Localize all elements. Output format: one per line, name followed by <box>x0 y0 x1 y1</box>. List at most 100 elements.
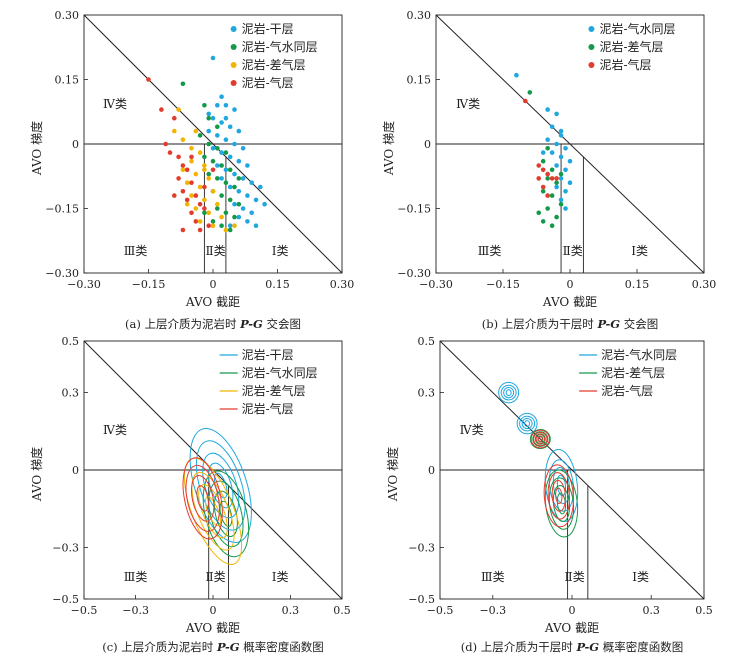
legend-marker <box>230 80 237 86</box>
data-point <box>258 184 263 190</box>
data-point <box>554 184 559 190</box>
contour-line <box>202 470 250 558</box>
data-point <box>558 197 564 203</box>
data-point <box>202 103 207 108</box>
x-tick-label: −0.30 <box>67 278 101 291</box>
data-point <box>193 171 199 177</box>
data-point <box>227 223 233 228</box>
class-ii-label: Ⅱ类 <box>205 570 225 584</box>
data-point <box>202 206 207 211</box>
data-point <box>536 176 542 181</box>
x-tick-label: 0 <box>210 604 217 617</box>
data-point <box>215 146 220 151</box>
x-tick-label: 0.5 <box>695 604 713 617</box>
data-point <box>223 180 229 185</box>
contour-line <box>530 429 550 449</box>
y-tick-label: 0.5 <box>418 335 436 348</box>
data-point <box>227 154 233 160</box>
series-泥岩-干层 <box>189 427 252 543</box>
contour-line <box>534 433 546 445</box>
data-point <box>215 103 220 108</box>
class-i-label: Ⅰ类 <box>272 244 289 258</box>
x-tick-label: 0.30 <box>330 278 355 291</box>
contour-line <box>191 472 235 551</box>
data-point <box>210 167 216 173</box>
legend-label: 泥岩-差气层 <box>601 365 665 380</box>
data-point <box>219 150 224 155</box>
data-point <box>545 107 550 112</box>
panel-caption: (c) 上层介质为泥岩时 P-G 概率密度函数图 <box>102 640 324 654</box>
legend-marker <box>588 44 595 50</box>
data-point <box>236 214 242 220</box>
data-point <box>558 133 564 138</box>
legend-label: 泥岩-气水同层 <box>599 21 675 36</box>
data-point <box>219 94 224 99</box>
y-tick-label: −0.3 <box>408 541 435 554</box>
data-point <box>227 197 233 203</box>
data-point <box>223 167 229 173</box>
data-point <box>219 223 224 228</box>
series-泥岩-气水同层 <box>498 381 579 522</box>
data-point <box>554 176 559 181</box>
data-point <box>189 193 194 198</box>
data-point <box>206 115 211 121</box>
data-point <box>249 210 254 216</box>
contour-line <box>547 472 570 520</box>
data-point <box>227 227 233 233</box>
data-point <box>540 150 546 155</box>
data-point <box>536 163 542 168</box>
y-tick-label: 0.30 <box>407 9 432 22</box>
data-point <box>180 163 186 168</box>
data-point <box>523 98 528 104</box>
data-point <box>232 214 237 220</box>
panel-caption: (d) 上层介质为干层时 P-G 概率密度函数图 <box>461 640 683 654</box>
data-point <box>236 201 242 207</box>
data-point <box>215 124 220 130</box>
data-point <box>227 167 233 173</box>
data-point <box>540 189 546 194</box>
legend-marker <box>588 62 595 68</box>
x-axis-label: AVO 截距 <box>185 295 240 309</box>
panel-b: −0.30 −0.15 0 0.15 0.30 −0.30 −0.15 0 0.15 0.30 AV… <box>381 9 716 331</box>
data-point <box>540 219 546 224</box>
data-point <box>554 141 559 147</box>
contour-line <box>535 434 545 444</box>
data-point <box>219 214 224 220</box>
data-point <box>210 158 216 164</box>
data-point <box>189 154 194 160</box>
x-tick-label: 0.3 <box>642 604 660 617</box>
data-point <box>554 163 559 168</box>
data-point <box>558 171 564 177</box>
data-point <box>227 184 233 190</box>
contour-line <box>196 485 209 512</box>
class-iv-label: Ⅳ类 <box>460 423 484 437</box>
legend-label: 泥岩-差气层 <box>599 39 663 54</box>
x-axis-label: AVO 截距 <box>542 295 597 309</box>
y-tick-label: 0.3 <box>62 387 80 400</box>
data-point <box>210 55 216 61</box>
legend-label: 泥岩-气层 <box>599 57 651 72</box>
series-泥岩-气层 <box>523 98 559 198</box>
x-tick-label: 0 <box>567 278 574 291</box>
y-tick-label: 0.3 <box>418 387 436 400</box>
y-tick-label: −0.30 <box>397 267 431 280</box>
data-point <box>549 193 555 198</box>
data-point <box>540 158 546 164</box>
contour-line <box>552 466 571 504</box>
legend-label: 泥岩-气水同层 <box>242 365 318 380</box>
data-point <box>167 150 173 155</box>
data-point <box>223 150 229 155</box>
legend-label: 泥岩-气层 <box>242 75 294 90</box>
data-point <box>202 167 207 173</box>
data-point <box>236 176 242 181</box>
data-point <box>172 193 177 198</box>
data-point <box>253 197 259 203</box>
legend-label: 泥岩-气层 <box>601 383 653 398</box>
x-tick-label: 0.30 <box>692 278 717 291</box>
legend-label: 泥岩-干层 <box>242 347 294 362</box>
data-point <box>172 128 177 134</box>
data-point <box>262 201 267 207</box>
data-point <box>202 154 207 160</box>
data-point <box>219 176 224 181</box>
data-point <box>549 176 555 181</box>
